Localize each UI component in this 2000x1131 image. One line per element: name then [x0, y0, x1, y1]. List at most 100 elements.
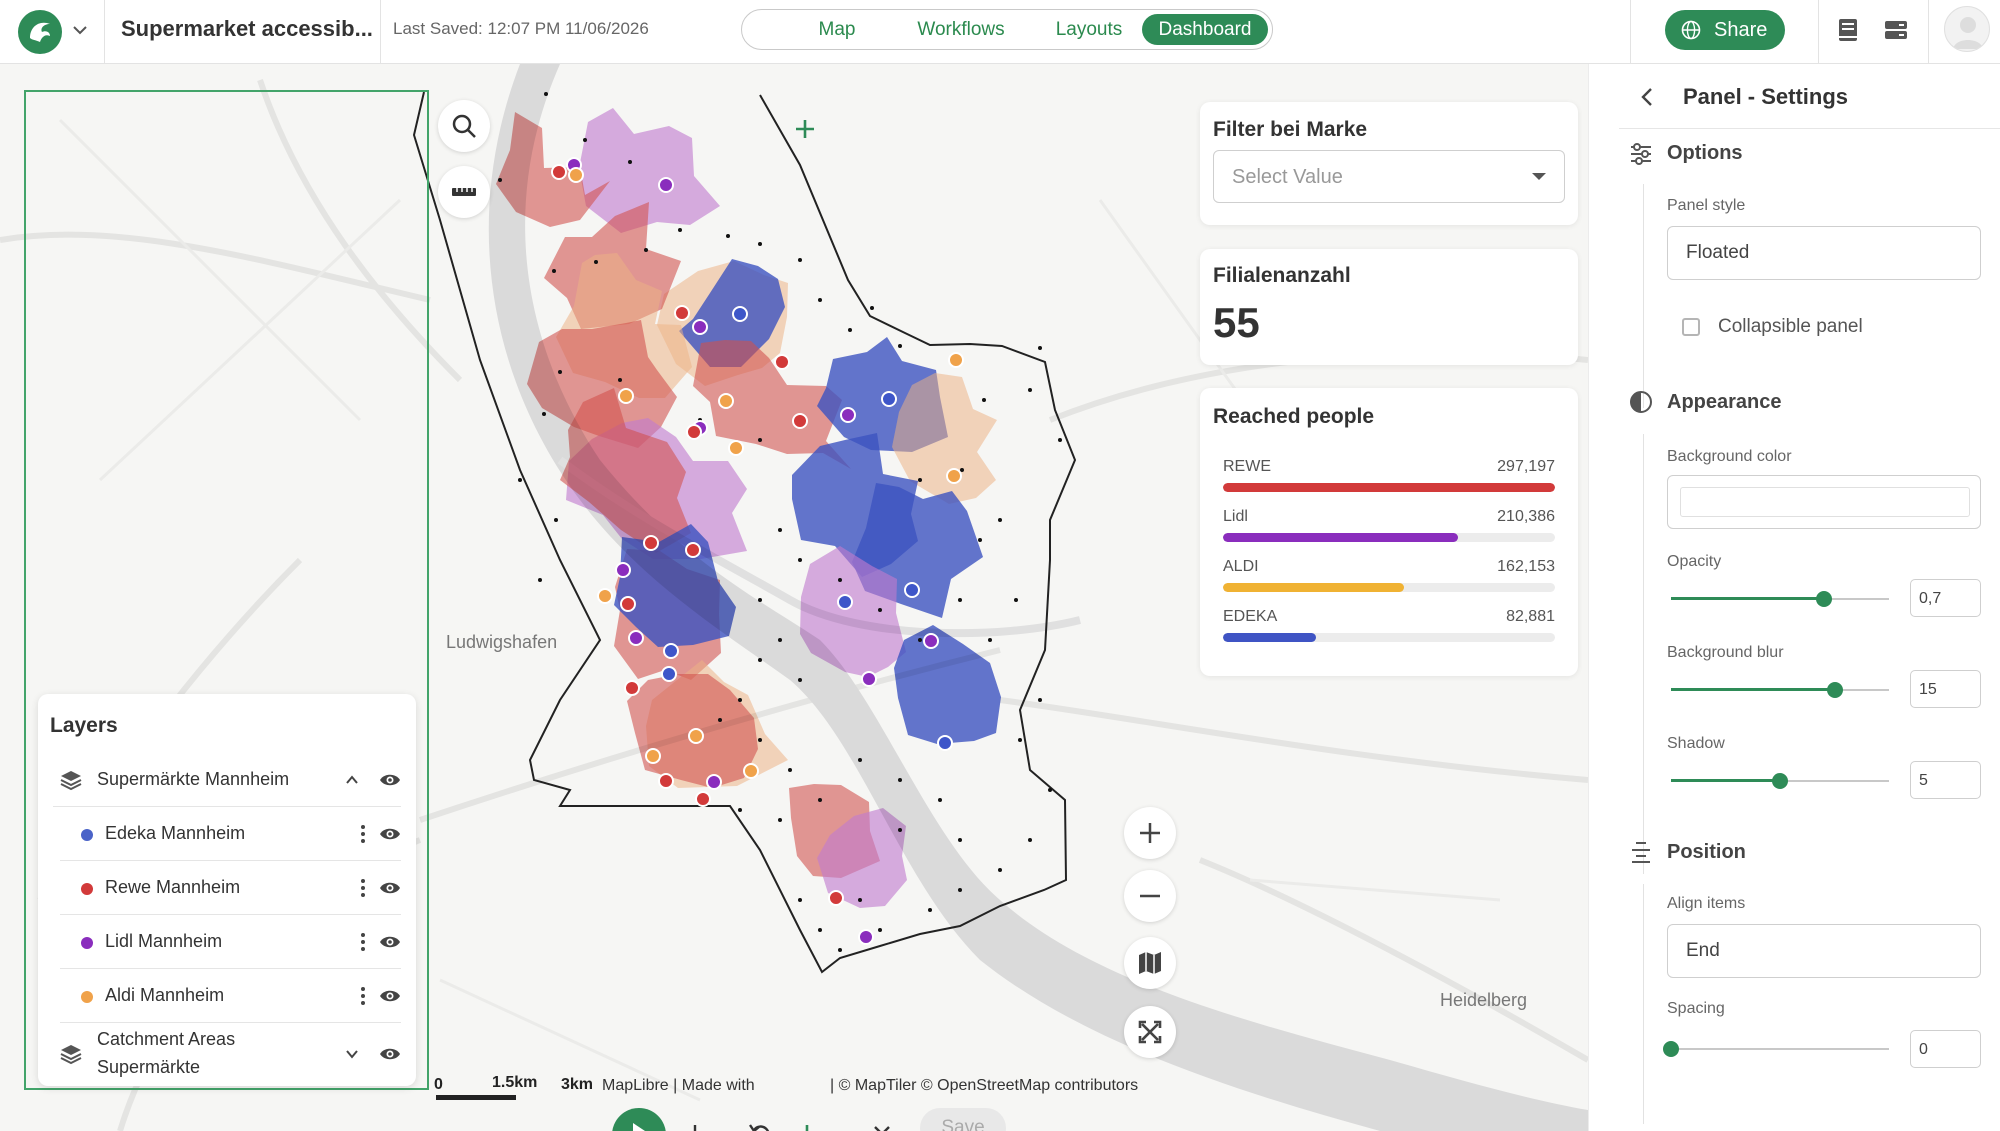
layer-item-aldi[interactable]: Aldi Mannheim: [60, 969, 401, 1023]
bar-track: [1223, 483, 1555, 492]
eye-icon[interactable]: [379, 1044, 401, 1064]
book-icon[interactable]: [1835, 17, 1861, 43]
slider-thumb[interactable]: [1826, 682, 1843, 698]
eye-icon[interactable]: [379, 824, 401, 844]
zoom-in-button[interactable]: [1124, 807, 1176, 859]
close-icon[interactable]: [870, 1122, 894, 1131]
tab-dashboard[interactable]: Dashboard: [1142, 14, 1268, 45]
plus-icon[interactable]: [683, 1122, 707, 1131]
shadow-input[interactable]: 5: [1910, 761, 1981, 799]
more-vertical-icon[interactable]: [360, 823, 366, 845]
project-title[interactable]: Supermarket accessib...: [121, 16, 373, 41]
bar-item-rewe: REWE 297,197: [1223, 458, 1555, 508]
tab-map[interactable]: Map: [818, 19, 856, 40]
eye-icon[interactable]: [379, 770, 401, 790]
save-button[interactable]: Save: [920, 1108, 1006, 1131]
layer-item-lidl[interactable]: Lidl Mannheim: [60, 915, 401, 969]
section-guide: [1643, 434, 1644, 874]
more-vertical-icon[interactable]: [360, 877, 366, 899]
bar-track: [1223, 633, 1555, 642]
layer-item-rewe[interactable]: Rewe Mannheim: [60, 861, 401, 915]
spacing-slider[interactable]: [1663, 1041, 1889, 1057]
divider: [1928, 0, 1929, 64]
search-button[interactable]: [438, 100, 490, 152]
selected-panel-outline: [24, 90, 429, 1090]
more-vertical-icon[interactable]: [360, 985, 366, 1007]
align-items-value: End: [1686, 940, 1720, 961]
plus-icon[interactable]: [795, 1122, 819, 1131]
bg-color-input[interactable]: [1667, 475, 1981, 529]
layer-item-label: Aldi Mannheim: [105, 985, 225, 1005]
count-widget: Filialenanzahl 55: [1200, 249, 1578, 365]
divider: [104, 0, 105, 64]
position-heading[interactable]: Position: [1667, 841, 1746, 863]
filter-widget: Filter bei Marke Select Value: [1200, 102, 1578, 225]
filter-title: Filter bei Marke: [1213, 118, 1368, 141]
panel-title: Panel - Settings: [1683, 84, 1849, 109]
color-swatch[interactable]: [1680, 487, 1970, 517]
share-label: Share: [1714, 19, 1768, 41]
catchment-area: [800, 546, 906, 677]
share-button[interactable]: Share: [1665, 10, 1785, 50]
collapsible-label: Collapsible panel: [1718, 316, 1863, 337]
eye-icon[interactable]: [379, 878, 401, 898]
chevron-down-icon[interactable]: [68, 18, 92, 42]
tab-layouts[interactable]: Layouts: [1055, 19, 1123, 40]
layer-item-edeka[interactable]: Edeka Mannheim: [60, 807, 401, 861]
bar-track: [1223, 583, 1555, 592]
align-items-select[interactable]: End: [1667, 924, 1981, 978]
panel-style-select[interactable]: Floated: [1667, 226, 1981, 280]
avatar[interactable]: [1944, 6, 1990, 52]
user-icon: [1953, 17, 1983, 49]
tab-workflows[interactable]: Workflows: [917, 19, 1005, 40]
bar-value: 210,386: [1497, 508, 1555, 525]
blur-slider[interactable]: [1671, 682, 1889, 698]
blur-input[interactable]: 15: [1910, 670, 1981, 708]
layer-color-dot: [81, 883, 93, 895]
opacity-input[interactable]: 0,7: [1910, 579, 1981, 617]
run-button[interactable]: [612, 1108, 666, 1131]
layers-panel: Layers Supermärkte Mannheim Edeka Mannhe…: [38, 694, 416, 1086]
attribution-osm[interactable]: | © MapTiler © OpenStreetMap contributor…: [830, 1077, 1139, 1094]
measure-button[interactable]: [438, 166, 490, 218]
mode-switcher: Map Workflows Layouts Dashboard: [741, 9, 1273, 50]
chevron-down-icon[interactable]: [345, 1047, 359, 1061]
chevron-up-icon[interactable]: [345, 773, 359, 787]
divider: [1818, 0, 1819, 64]
layer-group-supermarkets[interactable]: Supermärkte Mannheim: [53, 753, 401, 807]
app-logo-icon[interactable]: [16, 8, 64, 56]
spacing-input[interactable]: 0: [1910, 1030, 1981, 1068]
bar-fill: [1223, 483, 1555, 492]
opacity-slider[interactable]: [1671, 591, 1889, 607]
align-icon: [1632, 842, 1650, 863]
layer-group-label: Catchment Areas: [97, 1029, 236, 1049]
scale-bar: [436, 1095, 516, 1100]
zoom-out-button[interactable]: [1124, 870, 1176, 922]
appearance-heading[interactable]: Appearance: [1667, 391, 1782, 413]
eye-icon[interactable]: [379, 986, 401, 1006]
brand-select[interactable]: Select Value: [1213, 150, 1565, 203]
more-vertical-icon[interactable]: [360, 931, 366, 953]
slider-thumb[interactable]: [1772, 773, 1788, 789]
attribution-maplibre[interactable]: MapLibre | Made with: [602, 1077, 755, 1094]
layer-group-catchment[interactable]: Catchment Areas Supermärkte: [53, 1023, 401, 1081]
basemap-button[interactable]: [1124, 937, 1176, 989]
divider: [1630, 0, 1631, 64]
shadow-slider[interactable]: [1671, 773, 1889, 789]
server-icon[interactable]: [1883, 17, 1909, 43]
scale-end: 3km: [561, 1076, 594, 1093]
slider-thumb[interactable]: [1815, 591, 1832, 607]
collapsible-checkbox[interactable]: [1682, 318, 1700, 336]
fullscreen-button[interactable]: [1124, 1006, 1176, 1058]
eye-icon[interactable]: [379, 932, 401, 952]
map-canvas[interactable]: Ludwigshafen Heidelberg Layers: [0, 64, 1588, 1131]
catchment-area: [892, 373, 997, 504]
undo-icon[interactable]: [748, 1122, 772, 1131]
layer-item-label: Edeka Mannheim: [105, 823, 246, 843]
slider-thumb[interactable]: [1663, 1041, 1679, 1057]
bar-fill: [1223, 583, 1405, 592]
options-heading[interactable]: Options: [1667, 142, 1743, 164]
add-marker-button[interactable]: [782, 106, 828, 152]
divider: [380, 0, 381, 64]
chevron-left-icon[interactable]: [1639, 86, 1655, 108]
